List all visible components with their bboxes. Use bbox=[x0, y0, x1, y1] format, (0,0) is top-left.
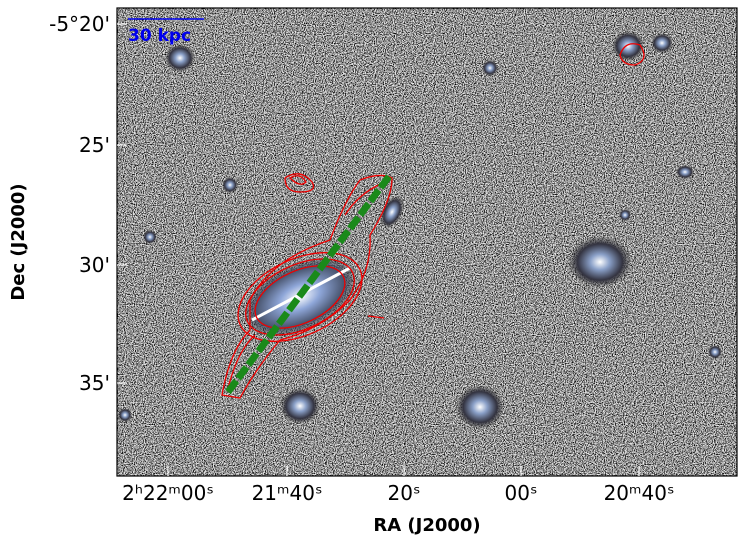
y-tick-label: 25' bbox=[79, 133, 110, 157]
x-tick-label: 21ᵐ40ˢ bbox=[252, 481, 323, 505]
y-tick-label: -5°20' bbox=[49, 12, 110, 36]
scale-bar-label: 30 kpc bbox=[128, 26, 191, 46]
plot-frame bbox=[116, 7, 738, 477]
y-tick-label: 30' bbox=[79, 253, 110, 277]
x-tick-label: 20ᵐ40ˢ bbox=[604, 481, 675, 505]
x-tick-label: 00ˢ bbox=[505, 481, 538, 505]
x-axis-label: RA (J2000) bbox=[373, 515, 480, 536]
x-tick-label: 20ˢ bbox=[388, 481, 421, 505]
y-tick-label: 35' bbox=[79, 371, 110, 395]
x-tick-label: 2ʰ22ᵐ00ˢ bbox=[122, 481, 214, 505]
tick-marks bbox=[117, 23, 640, 476]
y-axis-label: Dec (J2000) bbox=[8, 183, 29, 300]
sky-image bbox=[117, 8, 737, 476]
